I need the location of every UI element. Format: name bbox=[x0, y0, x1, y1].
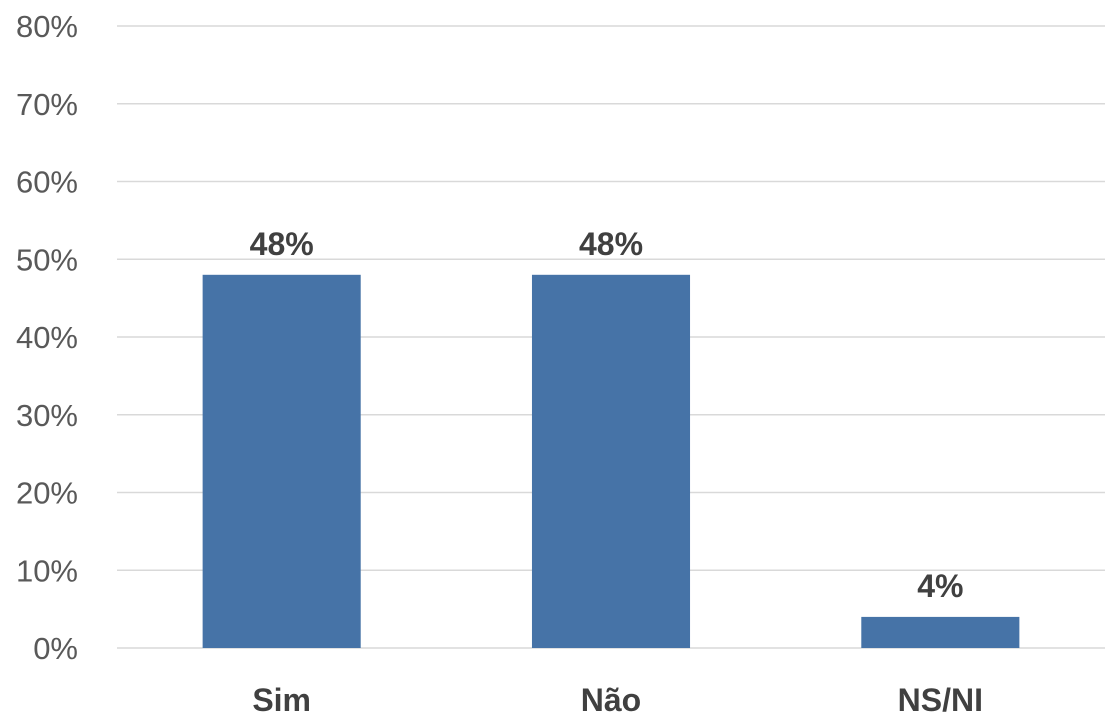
bar-sim bbox=[202, 274, 361, 648]
y-tick-label: 50% bbox=[16, 242, 78, 277]
data-label: 4% bbox=[917, 568, 963, 604]
y-tick-label: 80% bbox=[16, 9, 78, 44]
y-tick-label: 60% bbox=[16, 165, 78, 200]
y-tick-label: 30% bbox=[16, 398, 78, 433]
category-label: Não bbox=[581, 682, 641, 715]
data-label: 48% bbox=[579, 226, 643, 262]
y-tick-label: 10% bbox=[16, 553, 78, 588]
y-axis-tick-labels: 0% 10% 20% 30% 40% 50% 60% 70% 80% bbox=[16, 9, 78, 666]
y-tick-label: 20% bbox=[16, 476, 78, 511]
category-label: NS/NI bbox=[898, 682, 983, 715]
x-axis-category-labels: Sim Não NS/NI bbox=[252, 682, 983, 715]
y-tick-label: 0% bbox=[33, 631, 78, 666]
data-label: 48% bbox=[250, 226, 314, 262]
bar-ns-ni bbox=[861, 616, 1020, 648]
category-label: Sim bbox=[252, 682, 311, 715]
bar-n-o bbox=[531, 274, 691, 648]
y-tick-label: 40% bbox=[16, 320, 78, 355]
y-tick-label: 70% bbox=[16, 87, 78, 122]
bars bbox=[202, 274, 1020, 648]
data-labels: 48% 48% 4% bbox=[250, 226, 964, 604]
